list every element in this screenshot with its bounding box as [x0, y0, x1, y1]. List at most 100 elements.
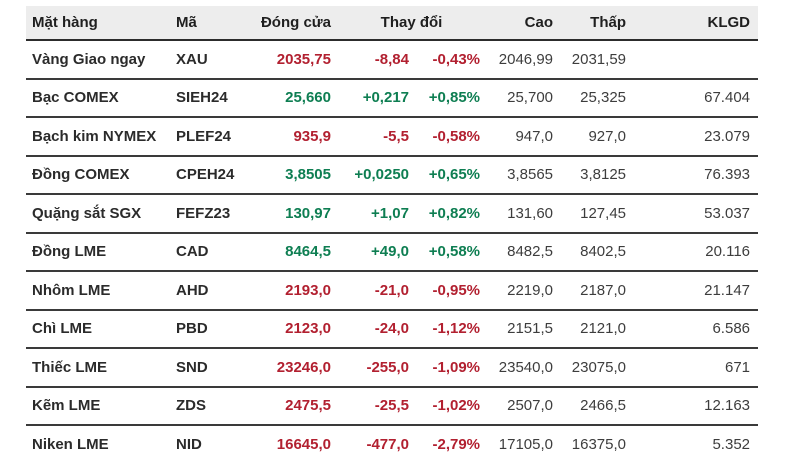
table-row: Quặng sắt SGX FEFZ23 130,97 +1,07 +0,82%… [26, 194, 759, 233]
low-price: 2121,0 [580, 320, 627, 338]
change-value: +0,0250 [354, 166, 409, 184]
change-value: +49,0 [371, 243, 409, 261]
volume-value: 76.393 [704, 166, 751, 184]
commodity-code: SND [176, 358, 208, 376]
change-percent: +0,65% [428, 166, 481, 184]
low-price: 2187,0 [580, 281, 627, 299]
change-value: -24,0 [374, 320, 409, 338]
commodity-code: FEFZ23 [176, 204, 231, 222]
low-price: 16375,0 [571, 435, 627, 453]
close-price: 2475,5 [285, 397, 331, 415]
table-row: Bạch kim NYMEX PLEF24 935,9 -5,5 -0,58% … [26, 117, 759, 156]
volume-value: 671 [724, 358, 751, 376]
high-price: 25,700 [507, 89, 554, 107]
low-price: 2466,5 [580, 397, 627, 415]
change-percent: -0,43% [432, 50, 481, 68]
commodity-code: ZDS [176, 397, 206, 415]
change-value: -21,0 [374, 281, 409, 299]
change-percent: +0,85% [428, 89, 481, 107]
table-body: Vàng Giao ngay XAU 2035,75 -8,84 -0,43% … [26, 40, 759, 463]
change-value: -8,84 [374, 50, 409, 68]
close-price: 25,660 [285, 89, 331, 107]
commodity-code: XAU [176, 50, 208, 68]
high-price: 2219,0 [507, 281, 554, 299]
volume-value: 23.079 [704, 127, 751, 145]
table-row: Niken LME NID 16645,0 -477,0 -2,79% 1710… [26, 425, 759, 463]
high-price: 3,8565 [507, 166, 554, 184]
volume-value: 20.116 [705, 243, 751, 261]
change-percent: -1,12% [432, 320, 481, 338]
col-header-high: Cao [486, 6, 560, 40]
commodity-code: SIEH24 [176, 89, 228, 107]
commodity-name: Nhôm LME [32, 281, 111, 299]
change-value: -5,5 [383, 127, 409, 145]
low-price: 127,45 [580, 204, 627, 222]
table-row: Chì LME PBD 2123,0 -24,0 -1,12% 2151,5 2… [26, 309, 759, 348]
volume-value: 12.163 [704, 397, 751, 415]
high-price: 2046,99 [498, 50, 554, 68]
commodity-code: CPEH24 [176, 166, 235, 184]
col-header-code: Mã [170, 6, 250, 40]
close-price: 16645,0 [276, 435, 331, 453]
close-price: 8464,5 [285, 243, 331, 261]
change-value: -255,0 [366, 358, 409, 376]
commodity-name: Bạc COMEX [32, 89, 119, 107]
low-price: 8402,5 [580, 243, 627, 261]
volume-value: 67.404 [704, 89, 751, 107]
table-row: Đồng COMEX CPEH24 3,8505 +0,0250 +0,65% … [26, 155, 759, 194]
close-price: 935,9 [293, 127, 331, 145]
high-price: 2507,0 [507, 397, 554, 415]
col-header-volume: KLGD [632, 6, 759, 40]
commodity-name: Kẽm LME [32, 397, 101, 415]
commodity-name: Chì LME [32, 320, 92, 338]
change-value: -25,5 [374, 397, 409, 415]
volume-value: 53.037 [704, 204, 751, 222]
commodity-quote-board: Mặt hàng Mã Đóng cửa Thay đổi Cao Thấp K… [26, 6, 759, 463]
table-row: Đồng LME CAD 8464,5 +49,0 +0,58% 8482,5 … [26, 232, 759, 271]
low-price: 23075,0 [571, 358, 627, 376]
change-percent: -2,79% [432, 435, 481, 453]
change-value: -477,0 [366, 435, 409, 453]
volume-value: 6.586 [712, 320, 751, 338]
col-header-change: Thay đổi [337, 6, 487, 40]
commodity-code: CAD [176, 243, 209, 261]
commodity-name: Quặng sắt SGX [32, 204, 142, 222]
col-header-low: Thấp [559, 6, 633, 40]
commodity-name: Niken LME [32, 435, 109, 453]
table-header: Mặt hàng Mã Đóng cửa Thay đổi Cao Thấp K… [26, 6, 759, 40]
high-price: 947,0 [515, 127, 554, 145]
commodity-name: Đồng COMEX [32, 166, 130, 184]
close-price: 2123,0 [285, 320, 331, 338]
change-value: +0,217 [362, 89, 409, 107]
high-price: 17105,0 [498, 435, 554, 453]
table-header-row: Mặt hàng Mã Đóng cửa Thay đổi Cao Thấp K… [26, 6, 759, 40]
close-price: 130,97 [285, 204, 331, 222]
commodity-code: AHD [176, 281, 209, 299]
table-row: Vàng Giao ngay XAU 2035,75 -8,84 -0,43% … [26, 40, 759, 79]
low-price: 2031,59 [571, 50, 627, 68]
table-row: Bạc COMEX SIEH24 25,660 +0,217 +0,85% 25… [26, 78, 759, 117]
commodity-code: PLEF24 [176, 127, 232, 145]
close-price: 23246,0 [276, 358, 331, 376]
low-price: 3,8125 [580, 166, 627, 184]
low-price: 927,0 [588, 127, 627, 145]
col-header-item: Mặt hàng [26, 6, 170, 40]
close-price: 2035,75 [276, 50, 331, 68]
high-price: 131,60 [507, 204, 554, 222]
table-row: Kẽm LME ZDS 2475,5 -25,5 -1,02% 2507,0 2… [26, 386, 759, 425]
change-percent: -1,09% [432, 358, 481, 376]
table-row: Nhôm LME AHD 2193,0 -21,0 -0,95% 2219,0 … [26, 271, 759, 310]
change-percent: +0,82% [428, 204, 481, 222]
commodity-name: Đồng LME [32, 243, 107, 261]
commodity-price-table: Mặt hàng Mã Đóng cửa Thay đổi Cao Thấp K… [26, 6, 759, 463]
change-value: +1,07 [371, 204, 409, 222]
close-price: 2193,0 [285, 281, 331, 299]
high-price: 8482,5 [507, 243, 554, 261]
volume-value [632, 40, 758, 79]
commodity-name: Thiếc LME [32, 358, 108, 376]
commodity-code: PBD [176, 320, 208, 338]
high-price: 2151,5 [507, 320, 554, 338]
high-price: 23540,0 [498, 358, 554, 376]
commodity-name: Vàng Giao ngay [32, 50, 146, 68]
change-percent: -1,02% [432, 397, 481, 415]
